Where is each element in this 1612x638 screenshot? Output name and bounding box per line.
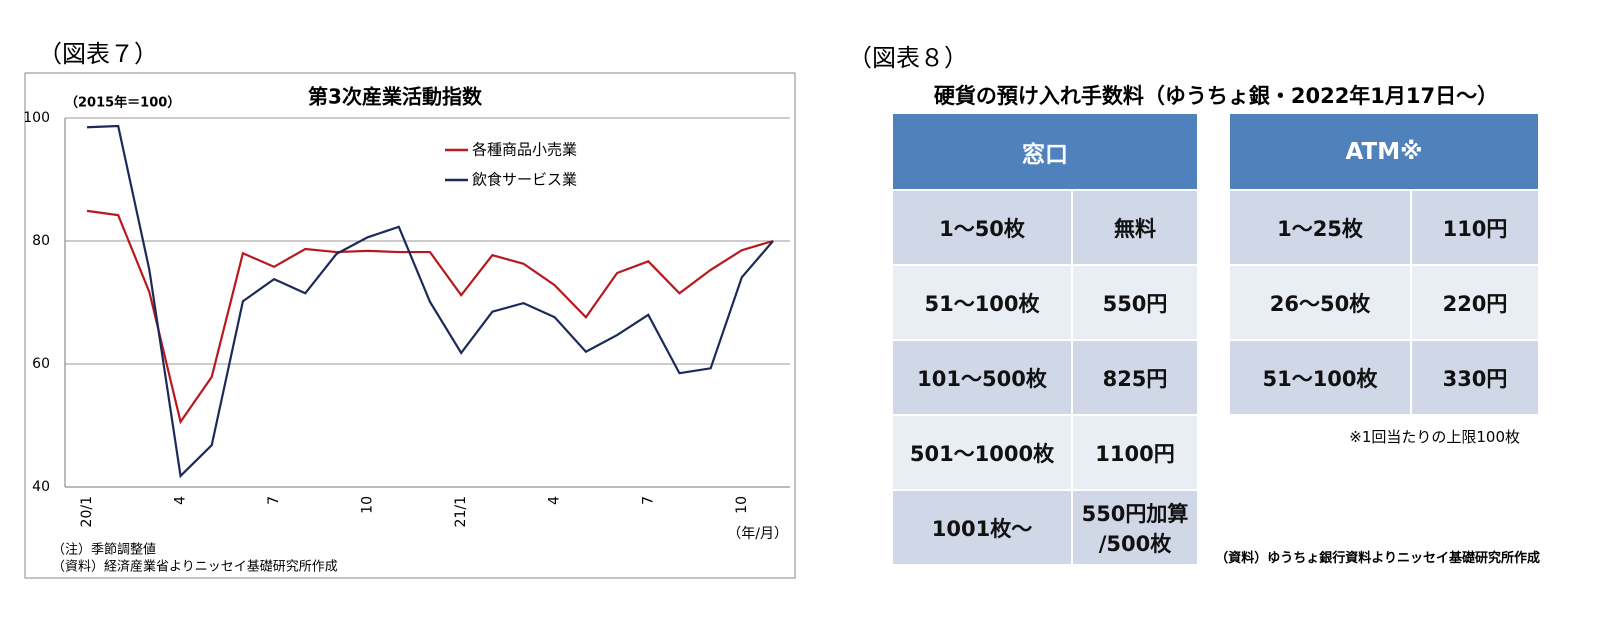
x-tick-label: 7 bbox=[266, 496, 282, 505]
y-tick-label: 80 bbox=[32, 233, 50, 249]
cell-text: 550円 bbox=[1102, 291, 1168, 316]
table-title: 硬貨の預け入れ手数料（ゆうちょ銀・2022年1月17日～） bbox=[933, 84, 1499, 108]
x-tick-label: 4 bbox=[547, 496, 563, 505]
y-tick-label: 60 bbox=[32, 356, 50, 372]
cell-text: 110円 bbox=[1442, 216, 1508, 241]
cell-text: 1～50枚 bbox=[939, 216, 1025, 241]
figure-label: （図表７） bbox=[38, 40, 158, 68]
table-cell: 330円 bbox=[1412, 341, 1538, 414]
table-header: ATM※ bbox=[1230, 114, 1538, 189]
cell-text: 825円 bbox=[1102, 366, 1168, 391]
series-line bbox=[86, 209, 774, 425]
y-tick-label: 100 bbox=[23, 110, 50, 126]
legend-label: 飲食サービス業 bbox=[472, 171, 577, 189]
series-line bbox=[86, 124, 774, 479]
cell-text: 51～100枚 bbox=[924, 291, 1040, 316]
x-tick-label: 20/1 bbox=[79, 496, 95, 527]
table-cell: 220円 bbox=[1412, 266, 1538, 339]
table-cell: 501～1000枚 bbox=[893, 416, 1071, 489]
table-cell: 825円 bbox=[1073, 341, 1197, 414]
chart-title: 第3次産業活動指数 bbox=[308, 85, 483, 109]
table-cell: 110円 bbox=[1412, 191, 1538, 264]
cell-text: /500枚 bbox=[1098, 531, 1172, 556]
table-cell: 550円 bbox=[1073, 266, 1197, 339]
source: （資料）経済産業省よりニッセイ基礎研究所作成 bbox=[52, 559, 338, 575]
chart: （図表７） 第3次産業活動指数 （2015年＝100） （年/月） （注）季節調… bbox=[23, 40, 796, 579]
figure-label: （図表８） bbox=[848, 44, 968, 72]
x-tick-label: 4 bbox=[173, 496, 189, 505]
legend-label: 各種商品小売業 bbox=[472, 141, 577, 159]
x-tick-label: 21/1 bbox=[453, 496, 469, 527]
table-cell: 550円加算/500枚 bbox=[1073, 491, 1197, 564]
y-tick-label: 40 bbox=[32, 479, 50, 495]
table-cell: 26～50枚 bbox=[1230, 266, 1410, 339]
table-cell: 1～25枚 bbox=[1230, 191, 1410, 264]
table-cell: 1～50枚 bbox=[893, 191, 1071, 264]
cell-text: 1～25枚 bbox=[1277, 216, 1363, 241]
cell-text: 330円 bbox=[1442, 366, 1508, 391]
chart-frame bbox=[24, 72, 796, 579]
cell-text: 101～500枚 bbox=[917, 366, 1047, 391]
table-cell: 1001枚～ bbox=[893, 491, 1071, 564]
cell-text: 26～50枚 bbox=[1269, 291, 1371, 316]
table-cell: 1100円 bbox=[1073, 416, 1197, 489]
table-note: ※1回当たりの上限100枚 bbox=[1349, 428, 1520, 446]
x-tick-label: 7 bbox=[640, 496, 656, 505]
cell-text: ATM※ bbox=[1345, 138, 1423, 165]
cell-text: 501～1000枚 bbox=[909, 441, 1055, 466]
table-cell: 51～100枚 bbox=[893, 266, 1071, 339]
table-cell: 101～500枚 bbox=[893, 341, 1071, 414]
cell-text: 550円加算 bbox=[1081, 501, 1189, 526]
table-cell: 51～100枚 bbox=[1230, 341, 1410, 414]
cell-text: 無料 bbox=[1114, 216, 1156, 241]
table-cell: 無料 bbox=[1073, 191, 1197, 264]
cell-text: 窓口 bbox=[1022, 141, 1068, 168]
note: （注）季節調整値 bbox=[52, 542, 156, 558]
x-axis-label: （年/月） bbox=[727, 526, 788, 542]
unit-label: （2015年＝100） bbox=[65, 95, 180, 111]
cell-text: 51～100枚 bbox=[1262, 366, 1378, 391]
cell-text: 1100円 bbox=[1095, 441, 1175, 466]
table-source: （資料）ゆうちょ銀行資料よりニッセイ基礎研究所作成 bbox=[1215, 551, 1540, 566]
x-tick-label: 10 bbox=[360, 496, 376, 514]
table-header: 窓口 bbox=[893, 114, 1197, 189]
x-tick-label: 10 bbox=[734, 496, 750, 514]
cell-text: 220円 bbox=[1442, 291, 1508, 316]
cell-text: 1001枚～ bbox=[931, 516, 1033, 541]
